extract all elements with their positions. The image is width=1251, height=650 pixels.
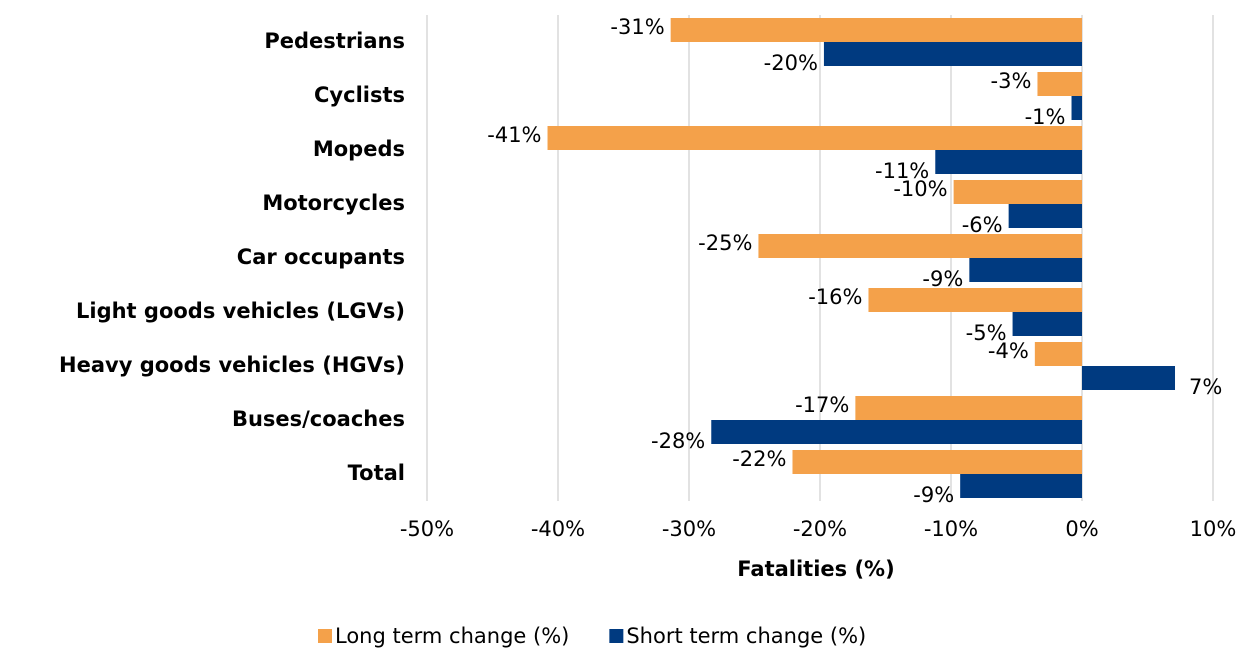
legend-label: Long term change (%) [335,624,569,648]
data-label: 7% [1189,375,1222,399]
data-label: -41% [487,123,541,147]
data-label: -10% [893,177,947,201]
bar [823,42,1082,66]
y-tick-label: Buses/coaches [232,407,405,431]
x-tick-label: -40% [531,517,585,541]
y-tick-label: Pedestrians [264,29,405,53]
x-tick-label: -50% [400,517,454,541]
y-tick-label: Mopeds [313,137,405,161]
data-label: -31% [610,15,664,39]
bar [953,180,1082,204]
bar [1082,366,1176,390]
legend-swatch [318,629,332,643]
data-label: -16% [808,285,862,309]
bar [792,450,1082,474]
bar [1008,204,1082,228]
y-tick-label: Total [348,461,405,485]
x-tick-label: -30% [662,517,716,541]
bar [1071,96,1082,120]
data-label: -28% [651,429,705,453]
bar [1034,342,1082,366]
data-label: -22% [732,447,786,471]
bar [1012,312,1082,336]
y-tick-label: Motorcycles [262,191,405,215]
data-label: -5% [966,321,1007,345]
data-label: -6% [962,213,1003,237]
x-tick-label: 10% [1190,517,1237,541]
bar [711,420,1082,444]
bar [960,474,1082,498]
bar [547,126,1082,150]
bar [868,288,1082,312]
data-label: -25% [698,231,752,255]
bar [758,234,1082,258]
data-label: -17% [795,393,849,417]
x-tick-label: -20% [793,517,847,541]
bar [1037,72,1082,96]
data-label: -9% [913,483,954,507]
y-tick-label: Heavy goods vehicles (HGVs) [59,353,405,377]
legend-swatch [609,629,624,643]
bar [935,150,1082,174]
x-axis-title: Fatalities (%) [737,557,894,581]
data-label: -11% [875,159,929,183]
bar [969,258,1082,282]
data-label: -1% [1025,105,1066,129]
bar [855,396,1082,420]
data-label: -20% [764,51,818,75]
data-label: -3% [991,69,1032,93]
x-tick-label: 0% [1065,517,1098,541]
y-tick-label: Light goods vehicles (LGVs) [76,299,405,323]
legend-label: Short term change (%) [626,624,866,648]
data-label: -4% [988,339,1029,363]
x-tick-label: -10% [924,517,978,541]
data-label: -9% [922,267,963,291]
y-tick-label: Cyclists [314,83,405,107]
bar [670,18,1082,42]
y-tick-label: Car occupants [237,245,405,269]
